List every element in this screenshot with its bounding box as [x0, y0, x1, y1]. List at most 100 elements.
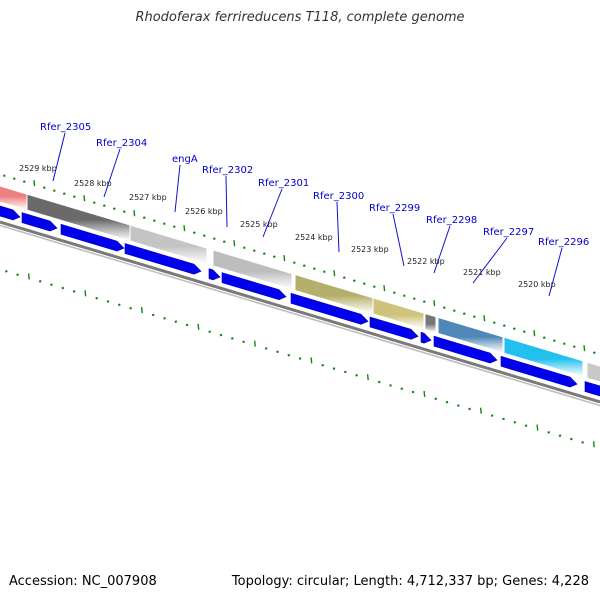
- outer-tick: [502, 324, 506, 328]
- inner-tick: [468, 407, 471, 411]
- inner-tick: [513, 420, 517, 424]
- kbp-tick-label: 2523 kbp: [351, 245, 389, 254]
- outer-tick: [512, 327, 516, 331]
- outer-tick: [562, 342, 566, 346]
- inner-tick: [4, 269, 8, 273]
- leader-line: [174, 164, 181, 213]
- inner-tick: [310, 357, 313, 364]
- inner-tick: [38, 280, 42, 283]
- inner-tick: [298, 357, 302, 360]
- inner-tick: [581, 441, 584, 444]
- genome-stats-text: Topology: circular; Length: 4,712,337 bp…: [231, 574, 589, 589]
- inner-tick: [163, 316, 166, 320]
- leader-line: [262, 188, 283, 238]
- outer-tick: [572, 345, 576, 349]
- outer-tick: [222, 240, 226, 244]
- outer-tick: [112, 207, 116, 211]
- inner-tick: [479, 407, 482, 414]
- inner-tick: [423, 390, 426, 398]
- accession-text: Accession: NC_007908: [9, 574, 157, 589]
- inner-tick: [276, 350, 279, 354]
- cds-arrow: [60, 223, 125, 252]
- cds-arrow-track: [0, 205, 600, 397]
- gene-block-rfer-2299: [424, 312, 437, 334]
- inner-tick: [230, 337, 234, 340]
- inner-tick: [321, 363, 325, 367]
- outer-tick: [452, 309, 456, 313]
- kbp-tick-label: 2529 kbp: [19, 164, 57, 173]
- outer-tick: [72, 195, 76, 199]
- outer-tick: [42, 186, 46, 190]
- outer-tick: [402, 294, 406, 298]
- inner-tick: [50, 283, 53, 287]
- outer-tick: [302, 264, 306, 268]
- outer-tick: [22, 180, 26, 184]
- inner-tick: [253, 340, 256, 347]
- cds-arrow: [290, 292, 369, 325]
- outer-tick: [522, 330, 526, 334]
- inner-tick: [343, 370, 347, 374]
- inner-tick: [456, 404, 460, 407]
- inner-tick: [434, 397, 438, 401]
- outer-tick: [392, 291, 396, 295]
- gene-block-rfer-2296: [586, 361, 600, 383]
- outer-tick: [583, 345, 586, 352]
- outer-tick: [372, 285, 376, 289]
- outer-tick: [62, 192, 66, 196]
- inner-tick: [95, 296, 99, 300]
- outer-tick: [33, 180, 36, 187]
- outer-tick: [233, 240, 236, 247]
- cds-arrow: [433, 335, 498, 364]
- outer-tick: [422, 300, 426, 304]
- inner-tick: [445, 400, 449, 404]
- inner-tick: [185, 323, 189, 327]
- inner-tick: [355, 374, 358, 377]
- cds-arrow: [208, 268, 221, 281]
- outer-tick: [172, 225, 176, 229]
- cds-arrow: [584, 381, 600, 397]
- outer-tick: [362, 282, 366, 286]
- gene-block-enga: [129, 224, 208, 265]
- gene-labels: Rfer_2305 Rfer_2304 engA Rfer_2302 Rfer_2301…: [40, 122, 589, 297]
- outer-tick: [152, 219, 156, 223]
- outer-tick: [262, 252, 266, 256]
- backbone-line: [0, 220, 600, 404]
- inner-tick: [208, 330, 212, 334]
- outer-tick: [242, 246, 246, 250]
- inner-tick: [174, 320, 178, 323]
- inner-tick: [547, 431, 551, 434]
- outer-tick: [533, 330, 536, 337]
- outer-tick: [162, 222, 166, 226]
- leader-line: [225, 175, 228, 228]
- outer-tick: [592, 351, 596, 355]
- gene-block-rfer-2302: [212, 249, 293, 291]
- cds-arrow: [369, 316, 419, 340]
- inner-tick: [377, 380, 381, 384]
- inner-tick: [151, 313, 155, 317]
- cds-arrow: [420, 331, 432, 344]
- inner-tick: [117, 303, 121, 307]
- cds-arrow: [124, 243, 202, 275]
- kbp-tick-label: 2520 kbp: [518, 280, 556, 289]
- kbp-tick-label: 2521 kbp: [463, 268, 501, 277]
- gene-label: Rfer_2298: [426, 215, 477, 226]
- inner-tick: [84, 290, 87, 297]
- inner-tick: [389, 384, 392, 387]
- inner-tick: [264, 347, 268, 350]
- gene-block-rfer-2298: [437, 316, 504, 354]
- inner-tick: [106, 300, 110, 303]
- backbone-shadow: [0, 224, 600, 407]
- leader-line: [103, 148, 121, 198]
- kbp-tick-label: 2527 kbp: [129, 193, 167, 202]
- kbp-tick-label: 2525 kbp: [240, 220, 278, 229]
- gene-label: engA: [172, 154, 198, 165]
- leader-line: [52, 132, 66, 182]
- outer-tick: [483, 315, 486, 322]
- inner-tick: [524, 424, 528, 427]
- outer-tick: [133, 210, 136, 217]
- outer-tick: [492, 321, 496, 325]
- outer-tick: [462, 312, 466, 316]
- outer-tick-ring: [2, 174, 596, 355]
- leader-line: [336, 201, 340, 253]
